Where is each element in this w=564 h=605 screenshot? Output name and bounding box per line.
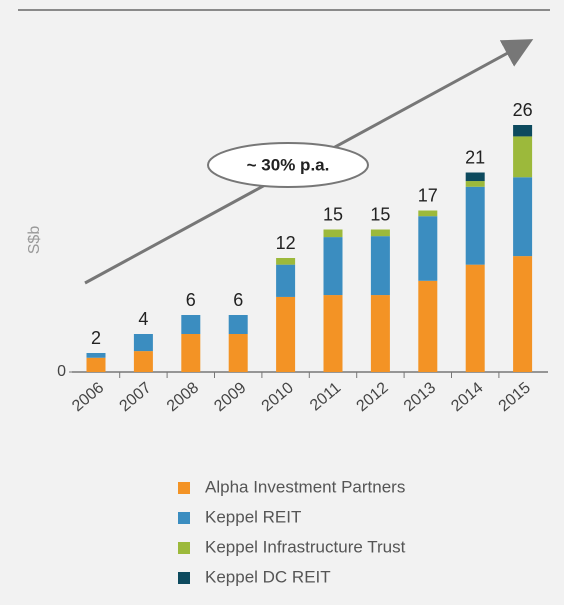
bar-segment — [86, 357, 106, 372]
bar-segment — [323, 237, 343, 296]
bar-segment — [513, 136, 533, 178]
legend-label: Keppel DC REIT — [205, 567, 331, 586]
bar-segment — [133, 334, 153, 352]
total-label: 12 — [276, 233, 296, 253]
bar-segment — [323, 295, 343, 372]
x-tick-label: 2012 — [353, 379, 391, 415]
bar-segment — [370, 295, 390, 372]
bar-segment — [513, 177, 533, 257]
bar-segment — [228, 315, 248, 334]
bar-segment — [465, 172, 485, 182]
bar-segment — [276, 296, 296, 372]
bar-segment — [181, 334, 201, 372]
total-label: 15 — [370, 204, 390, 224]
bar-segment — [465, 264, 485, 372]
legend-swatch — [178, 512, 190, 524]
total-label: 26 — [513, 100, 533, 120]
total-label: 21 — [465, 147, 485, 167]
legend-swatch — [178, 572, 190, 584]
total-label: 6 — [186, 290, 196, 310]
bar-segment — [133, 351, 153, 372]
bar-segment — [418, 216, 438, 281]
x-tick-label: 2007 — [116, 379, 154, 415]
x-tick-label: 2006 — [69, 379, 107, 415]
bar-segment — [181, 315, 201, 334]
annotation-bubble — [207, 142, 369, 188]
total-label: 15 — [323, 204, 343, 224]
total-label: 2 — [91, 328, 101, 348]
y-tick-label: 0 — [57, 363, 66, 380]
bar-segment — [418, 280, 438, 372]
y-axis-label: S$b — [26, 226, 43, 255]
legend-label: Keppel Infrastructure Trust — [205, 537, 406, 556]
legend-swatch — [178, 542, 190, 554]
total-label: 6 — [233, 290, 243, 310]
x-tick-label: 2014 — [448, 379, 486, 415]
bar-segment — [370, 229, 390, 237]
x-tick-label: 2009 — [211, 379, 249, 415]
bar-segment — [228, 334, 248, 372]
x-tick-label: 2013 — [401, 379, 439, 415]
bar-segment — [323, 229, 343, 238]
x-tick-label: 2011 — [307, 379, 344, 414]
total-label: 4 — [138, 309, 148, 329]
legend-label: Keppel REIT — [205, 507, 301, 526]
annotation: ~ 30% p.a. — [247, 155, 330, 174]
bar-segment — [370, 236, 390, 296]
x-tick-label: 2010 — [259, 379, 297, 415]
total-label: 17 — [418, 185, 438, 205]
bar-segment — [465, 181, 485, 187]
x-tick-label: 2015 — [496, 379, 534, 415]
bar-segment — [276, 264, 296, 297]
bar-segment — [513, 256, 533, 372]
bar-segment — [513, 125, 533, 137]
legend-label: Alpha Investment Partners — [205, 477, 405, 496]
legend-swatch — [178, 482, 190, 494]
bar-segment — [465, 186, 485, 265]
bar-segment — [86, 353, 106, 358]
bar-segment — [418, 210, 438, 217]
x-tick-label: 2008 — [164, 379, 202, 415]
bar-segment — [276, 258, 296, 265]
